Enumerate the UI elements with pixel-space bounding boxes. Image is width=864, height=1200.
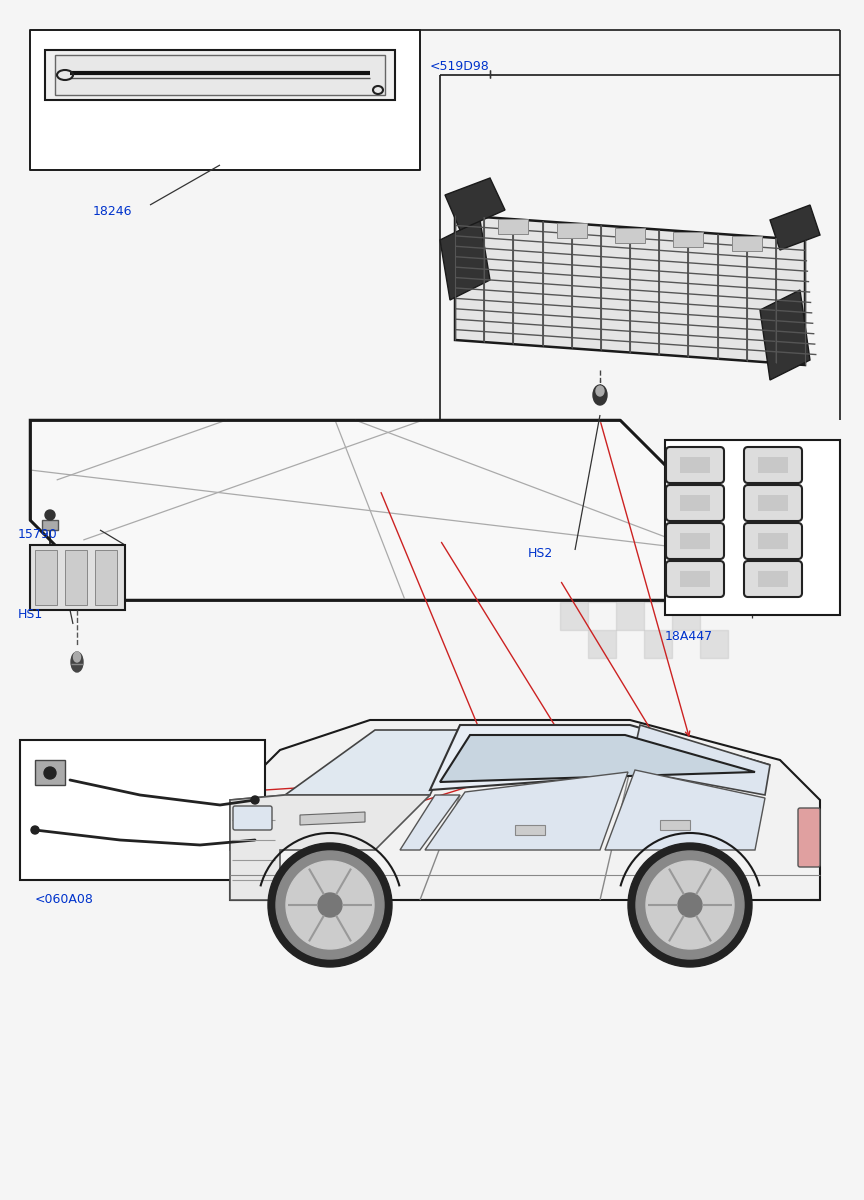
FancyBboxPatch shape <box>666 446 724 482</box>
Circle shape <box>286 862 374 949</box>
Circle shape <box>45 510 55 520</box>
Circle shape <box>318 893 342 917</box>
Text: <060A08: <060A08 <box>35 893 94 906</box>
Bar <box>700 630 728 658</box>
Polygon shape <box>30 30 420 170</box>
Ellipse shape <box>71 652 83 672</box>
Bar <box>560 490 588 518</box>
Polygon shape <box>42 520 58 530</box>
Bar <box>560 546 588 574</box>
Bar <box>644 574 672 602</box>
Bar <box>672 602 700 630</box>
Polygon shape <box>615 228 645 242</box>
Polygon shape <box>770 205 820 250</box>
Circle shape <box>268 842 392 967</box>
Bar <box>644 630 672 658</box>
Polygon shape <box>760 290 810 380</box>
Polygon shape <box>758 571 788 587</box>
Polygon shape <box>55 55 385 95</box>
Polygon shape <box>556 223 587 239</box>
Text: HS2: HS2 <box>528 547 553 560</box>
Bar <box>588 630 616 658</box>
Polygon shape <box>673 232 703 247</box>
Bar <box>672 490 700 518</box>
Polygon shape <box>95 550 117 605</box>
Text: car  parts: car parts <box>320 532 484 564</box>
Polygon shape <box>20 740 265 880</box>
Bar <box>700 574 728 602</box>
Polygon shape <box>300 812 365 826</box>
Polygon shape <box>660 820 690 830</box>
Polygon shape <box>630 725 770 794</box>
Polygon shape <box>230 720 820 900</box>
Ellipse shape <box>593 385 607 404</box>
FancyBboxPatch shape <box>666 560 724 596</box>
Polygon shape <box>499 220 528 234</box>
Polygon shape <box>680 571 710 587</box>
Circle shape <box>276 851 384 959</box>
Text: HS1: HS1 <box>18 608 43 622</box>
Circle shape <box>636 851 744 959</box>
Ellipse shape <box>596 386 604 396</box>
Polygon shape <box>732 236 762 251</box>
Polygon shape <box>445 178 505 230</box>
Polygon shape <box>65 550 87 605</box>
FancyBboxPatch shape <box>666 523 724 559</box>
Bar <box>616 602 644 630</box>
FancyBboxPatch shape <box>744 485 802 521</box>
Polygon shape <box>430 725 770 790</box>
Polygon shape <box>680 494 710 511</box>
Circle shape <box>646 862 734 949</box>
Circle shape <box>31 826 39 834</box>
Bar <box>560 602 588 630</box>
Polygon shape <box>605 770 765 850</box>
Bar <box>588 518 616 546</box>
Polygon shape <box>230 794 430 900</box>
Circle shape <box>678 893 702 917</box>
Bar <box>700 518 728 546</box>
Polygon shape <box>30 545 125 610</box>
FancyBboxPatch shape <box>744 523 802 559</box>
Bar <box>588 574 616 602</box>
FancyBboxPatch shape <box>666 485 724 521</box>
Circle shape <box>44 767 56 779</box>
Polygon shape <box>45 50 395 100</box>
Polygon shape <box>758 457 788 473</box>
Text: scuderia: scuderia <box>290 462 569 518</box>
Polygon shape <box>400 794 460 850</box>
Bar <box>616 546 644 574</box>
Text: 18A447: 18A447 <box>665 630 713 643</box>
FancyBboxPatch shape <box>744 446 802 482</box>
Bar <box>672 546 700 574</box>
Polygon shape <box>285 730 460 794</box>
Polygon shape <box>440 734 755 782</box>
Circle shape <box>628 842 752 967</box>
Polygon shape <box>680 457 710 473</box>
Polygon shape <box>35 550 57 605</box>
Polygon shape <box>35 760 65 785</box>
Polygon shape <box>665 440 840 614</box>
Text: <519D98: <519D98 <box>430 60 490 73</box>
Polygon shape <box>758 533 788 550</box>
Circle shape <box>251 796 259 804</box>
Polygon shape <box>30 420 700 600</box>
Polygon shape <box>230 794 430 850</box>
FancyBboxPatch shape <box>233 806 272 830</box>
Polygon shape <box>758 494 788 511</box>
Polygon shape <box>515 826 545 835</box>
Ellipse shape <box>73 652 80 662</box>
FancyBboxPatch shape <box>798 808 820 866</box>
Text: 15790: 15790 <box>18 528 58 541</box>
Bar <box>616 490 644 518</box>
Bar <box>644 518 672 546</box>
Polygon shape <box>455 215 805 365</box>
Polygon shape <box>425 772 628 850</box>
Polygon shape <box>680 533 710 550</box>
FancyBboxPatch shape <box>744 560 802 596</box>
Text: 18246: 18246 <box>93 205 132 218</box>
Polygon shape <box>440 220 490 300</box>
